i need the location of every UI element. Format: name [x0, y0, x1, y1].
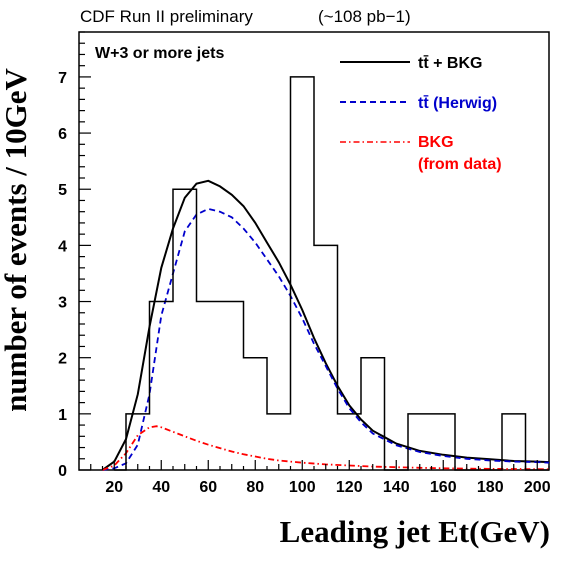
x-axis-title: Leading jet Et(GeV) — [280, 514, 550, 549]
curves-layer — [101, 179, 550, 471]
legend-label-total: tt̄ + BKG — [418, 54, 482, 72]
y-tick-label: 6 — [58, 126, 67, 143]
x-tick-label: 80 — [246, 479, 264, 496]
legend-label-bkg: BKG — [418, 134, 454, 151]
legend-label-bkg-source: (from data) — [418, 156, 502, 173]
x-tick-label: 100 — [289, 479, 316, 496]
y-axis-title: number of events / 10GeV — [0, 67, 33, 411]
y-tick-label: 2 — [58, 351, 67, 368]
x-tick-label: 160 — [430, 479, 457, 496]
series-line-2 — [102, 425, 550, 471]
y-tick-label: 7 — [58, 70, 67, 87]
x-tick-label: 60 — [199, 479, 217, 496]
axes-layer: 20 40 60 80 100 120 140 160 180 200 0 1 2 3 4 5 6 7 — [58, 31, 551, 496]
x-tick-label: 20 — [105, 479, 123, 496]
legend: tt̄ + BKG tt̄ (Herwig) BKG (from data) — [340, 54, 502, 173]
y-tick-label: 5 — [58, 182, 67, 199]
selection-annotation: W+3 or more jets — [95, 45, 224, 62]
x-tick-label: 120 — [336, 479, 363, 496]
data-histogram-outline — [114, 76, 549, 471]
x-tick-label: 200 — [524, 479, 551, 496]
x-tick-label: 180 — [477, 479, 504, 496]
y-tick-label: 4 — [58, 238, 67, 255]
y-tick-label: 0 — [58, 463, 67, 480]
y-tick-label: 1 — [58, 407, 67, 424]
x-tick-label: 40 — [152, 479, 170, 496]
chart-header: CDF Run II preliminary — [80, 7, 253, 26]
y-tick-label: 3 — [58, 295, 67, 312]
luminosity-label: (~108 pb−1) — [318, 7, 411, 26]
data-histogram-layer — [114, 76, 549, 471]
series-line-1 — [102, 207, 550, 471]
x-tick-label: 140 — [383, 479, 410, 496]
series-line-0 — [101, 179, 550, 471]
legend-label-herwig: tt̄ (Herwig) — [418, 94, 497, 112]
